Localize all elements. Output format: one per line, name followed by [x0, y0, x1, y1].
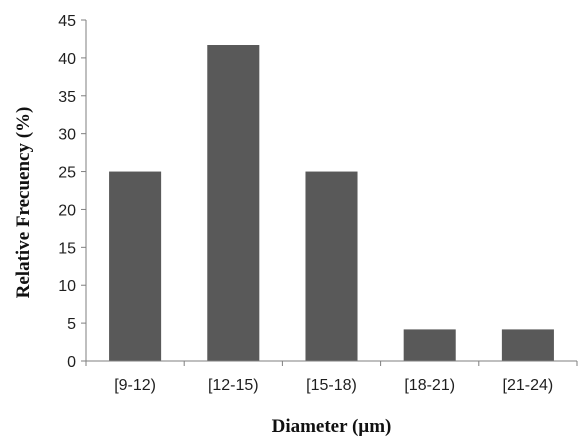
y-tick-label: 0: [67, 354, 76, 371]
x-tick-label: [21-24): [503, 377, 554, 394]
x-axis-ticks: [9-12) [12-15) [15-18) [18-21) [21-24): [85, 361, 578, 394]
bar: [109, 171, 162, 361]
y-tick-label: 10: [58, 278, 76, 295]
y-tick-label: 40: [58, 51, 76, 68]
y-tick-label: 5: [67, 316, 76, 333]
y-tick-label: 15: [58, 240, 76, 257]
x-tick-label: [18-21): [404, 377, 455, 394]
y-tick-label: 20: [58, 202, 76, 219]
x-tick-label: [15-18): [306, 377, 357, 394]
y-tick-label: 35: [58, 89, 76, 106]
x-tick-label: [9-12): [114, 377, 156, 394]
y-tick-label: 25: [58, 165, 76, 182]
bars: [109, 45, 554, 362]
y-tick-label: 30: [58, 127, 76, 144]
bar: [207, 45, 260, 362]
y-axis-title: Relative Frecuency (%): [13, 107, 34, 299]
y-tick-label: 45: [58, 13, 76, 30]
x-axis-title: Diameter (µm): [272, 416, 392, 437]
bar: [305, 171, 358, 361]
bar: [403, 329, 456, 361]
y-axis-ticks: 0 5 10 15 20 25 30 35 40 45: [58, 13, 86, 371]
bar: [501, 329, 554, 361]
x-tick-label: [12-15): [208, 377, 259, 394]
